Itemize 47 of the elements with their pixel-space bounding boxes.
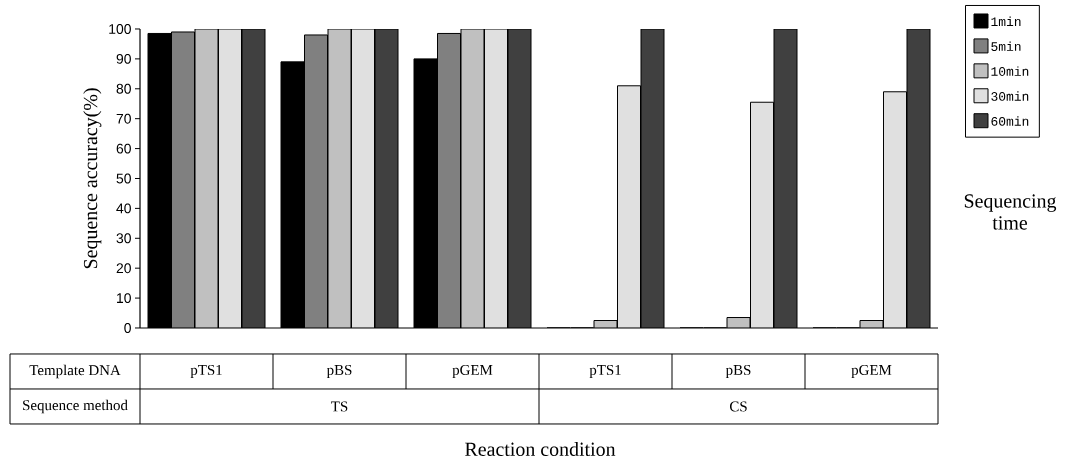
bar: [641, 28, 665, 328]
bar: [437, 33, 461, 328]
y-tick-label: 100: [109, 24, 131, 34]
text: Sequence method: [23, 399, 128, 414]
y-tick-label: 80: [116, 83, 131, 94]
x-axis-title: Reaction condition: [465, 441, 616, 456]
bar: [218, 28, 242, 328]
legend-label: 30min: [991, 91, 1029, 101]
bar: [171, 31, 195, 328]
bar: [750, 102, 774, 328]
legend-label: 60min: [991, 116, 1029, 126]
x-tick-label: pTS1: [589, 364, 621, 379]
bar: [508, 28, 532, 328]
y-tick-label: 10: [117, 293, 131, 304]
bar: [242, 28, 266, 328]
x-tick-label: pBS: [725, 364, 751, 379]
legend-label: 5min: [991, 41, 1021, 51]
legend-label: 1min: [991, 16, 1021, 26]
bar: [351, 28, 375, 328]
bar: [883, 91, 907, 328]
bar: [906, 28, 931, 328]
text: TS: [331, 401, 348, 412]
y-tick-label: 0: [124, 323, 131, 333]
bar: [774, 28, 798, 328]
x-tick-label: pTS1: [190, 364, 222, 379]
legend-title: Sequencing time: [964, 194, 1057, 230]
y-axis-title: Sequence accuracy(%): [83, 88, 102, 269]
y-tick-label: 50: [116, 173, 131, 184]
x-tick-label: pGEM: [452, 364, 493, 379]
bar: [304, 34, 328, 328]
text: Template DNA: [29, 364, 121, 379]
y-tick-label: 20: [116, 263, 131, 274]
y-tick-label: 60: [116, 143, 131, 154]
legend-label: 10min: [991, 66, 1029, 76]
bar: [328, 28, 352, 328]
x-tick-label: pGEM: [851, 364, 892, 379]
y-tick-label: 70: [116, 113, 131, 124]
bar: [484, 28, 508, 328]
y-tick-label: 40: [116, 203, 131, 214]
y-tick-label: 30: [116, 233, 131, 244]
x-tick-label: pBS: [326, 364, 352, 379]
bar: [617, 85, 641, 328]
y-tick-label: 90: [116, 53, 131, 64]
bar: [195, 28, 219, 328]
bar: [461, 28, 485, 328]
bar: [375, 28, 399, 328]
text: CS: [729, 401, 747, 412]
